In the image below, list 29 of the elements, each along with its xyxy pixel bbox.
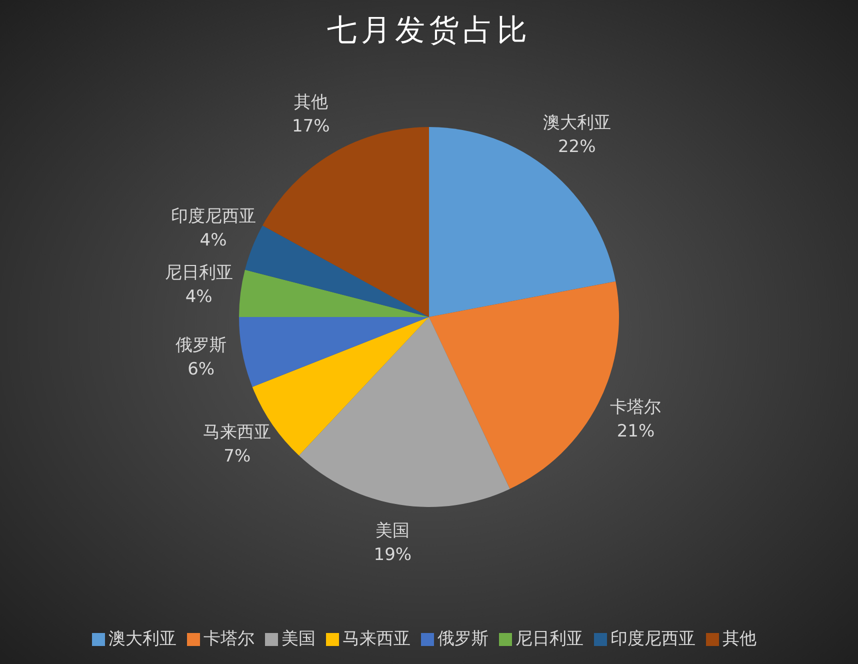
data-label: 7% — [224, 446, 251, 466]
data-label: 6% — [188, 359, 215, 380]
legend-label: 卡塔尔 — [204, 629, 254, 649]
data-label: 4% — [200, 230, 227, 251]
pie-slice — [298, 317, 510, 507]
chart-title: 七月发货占比 — [326, 12, 532, 50]
legend-label: 美国 — [282, 629, 316, 649]
legend-label: 印度尼西亚 — [610, 629, 696, 649]
legend-label: 澳大利亚 — [108, 629, 176, 649]
pie-slice — [239, 317, 429, 387]
legend-label: 马来西亚 — [342, 629, 410, 649]
slice-label: 印度尼西亚 — [170, 206, 256, 227]
pie-slice — [244, 225, 429, 317]
legend-label: 俄罗斯 — [438, 629, 488, 649]
slice-label: 卡塔尔 — [610, 397, 662, 418]
data-label: 21% — [616, 421, 655, 442]
slice-label: 尼日利亚 — [164, 262, 233, 283]
data-label: 4% — [185, 286, 212, 307]
slice-label: 澳大利亚 — [542, 113, 611, 134]
data-label: 19% — [374, 545, 412, 566]
slice-label: 其他 — [294, 92, 328, 112]
data-label: 17% — [292, 116, 330, 136]
pie-slice — [239, 270, 429, 317]
slice-label: 马来西亚 — [203, 422, 272, 442]
slice-label: 俄罗斯 — [176, 335, 227, 356]
data-label: 22% — [558, 137, 596, 158]
legend-label: 尼日利亚 — [516, 629, 584, 649]
slice-label: 美国 — [376, 521, 410, 542]
legend-label: 其他 — [722, 629, 756, 649]
